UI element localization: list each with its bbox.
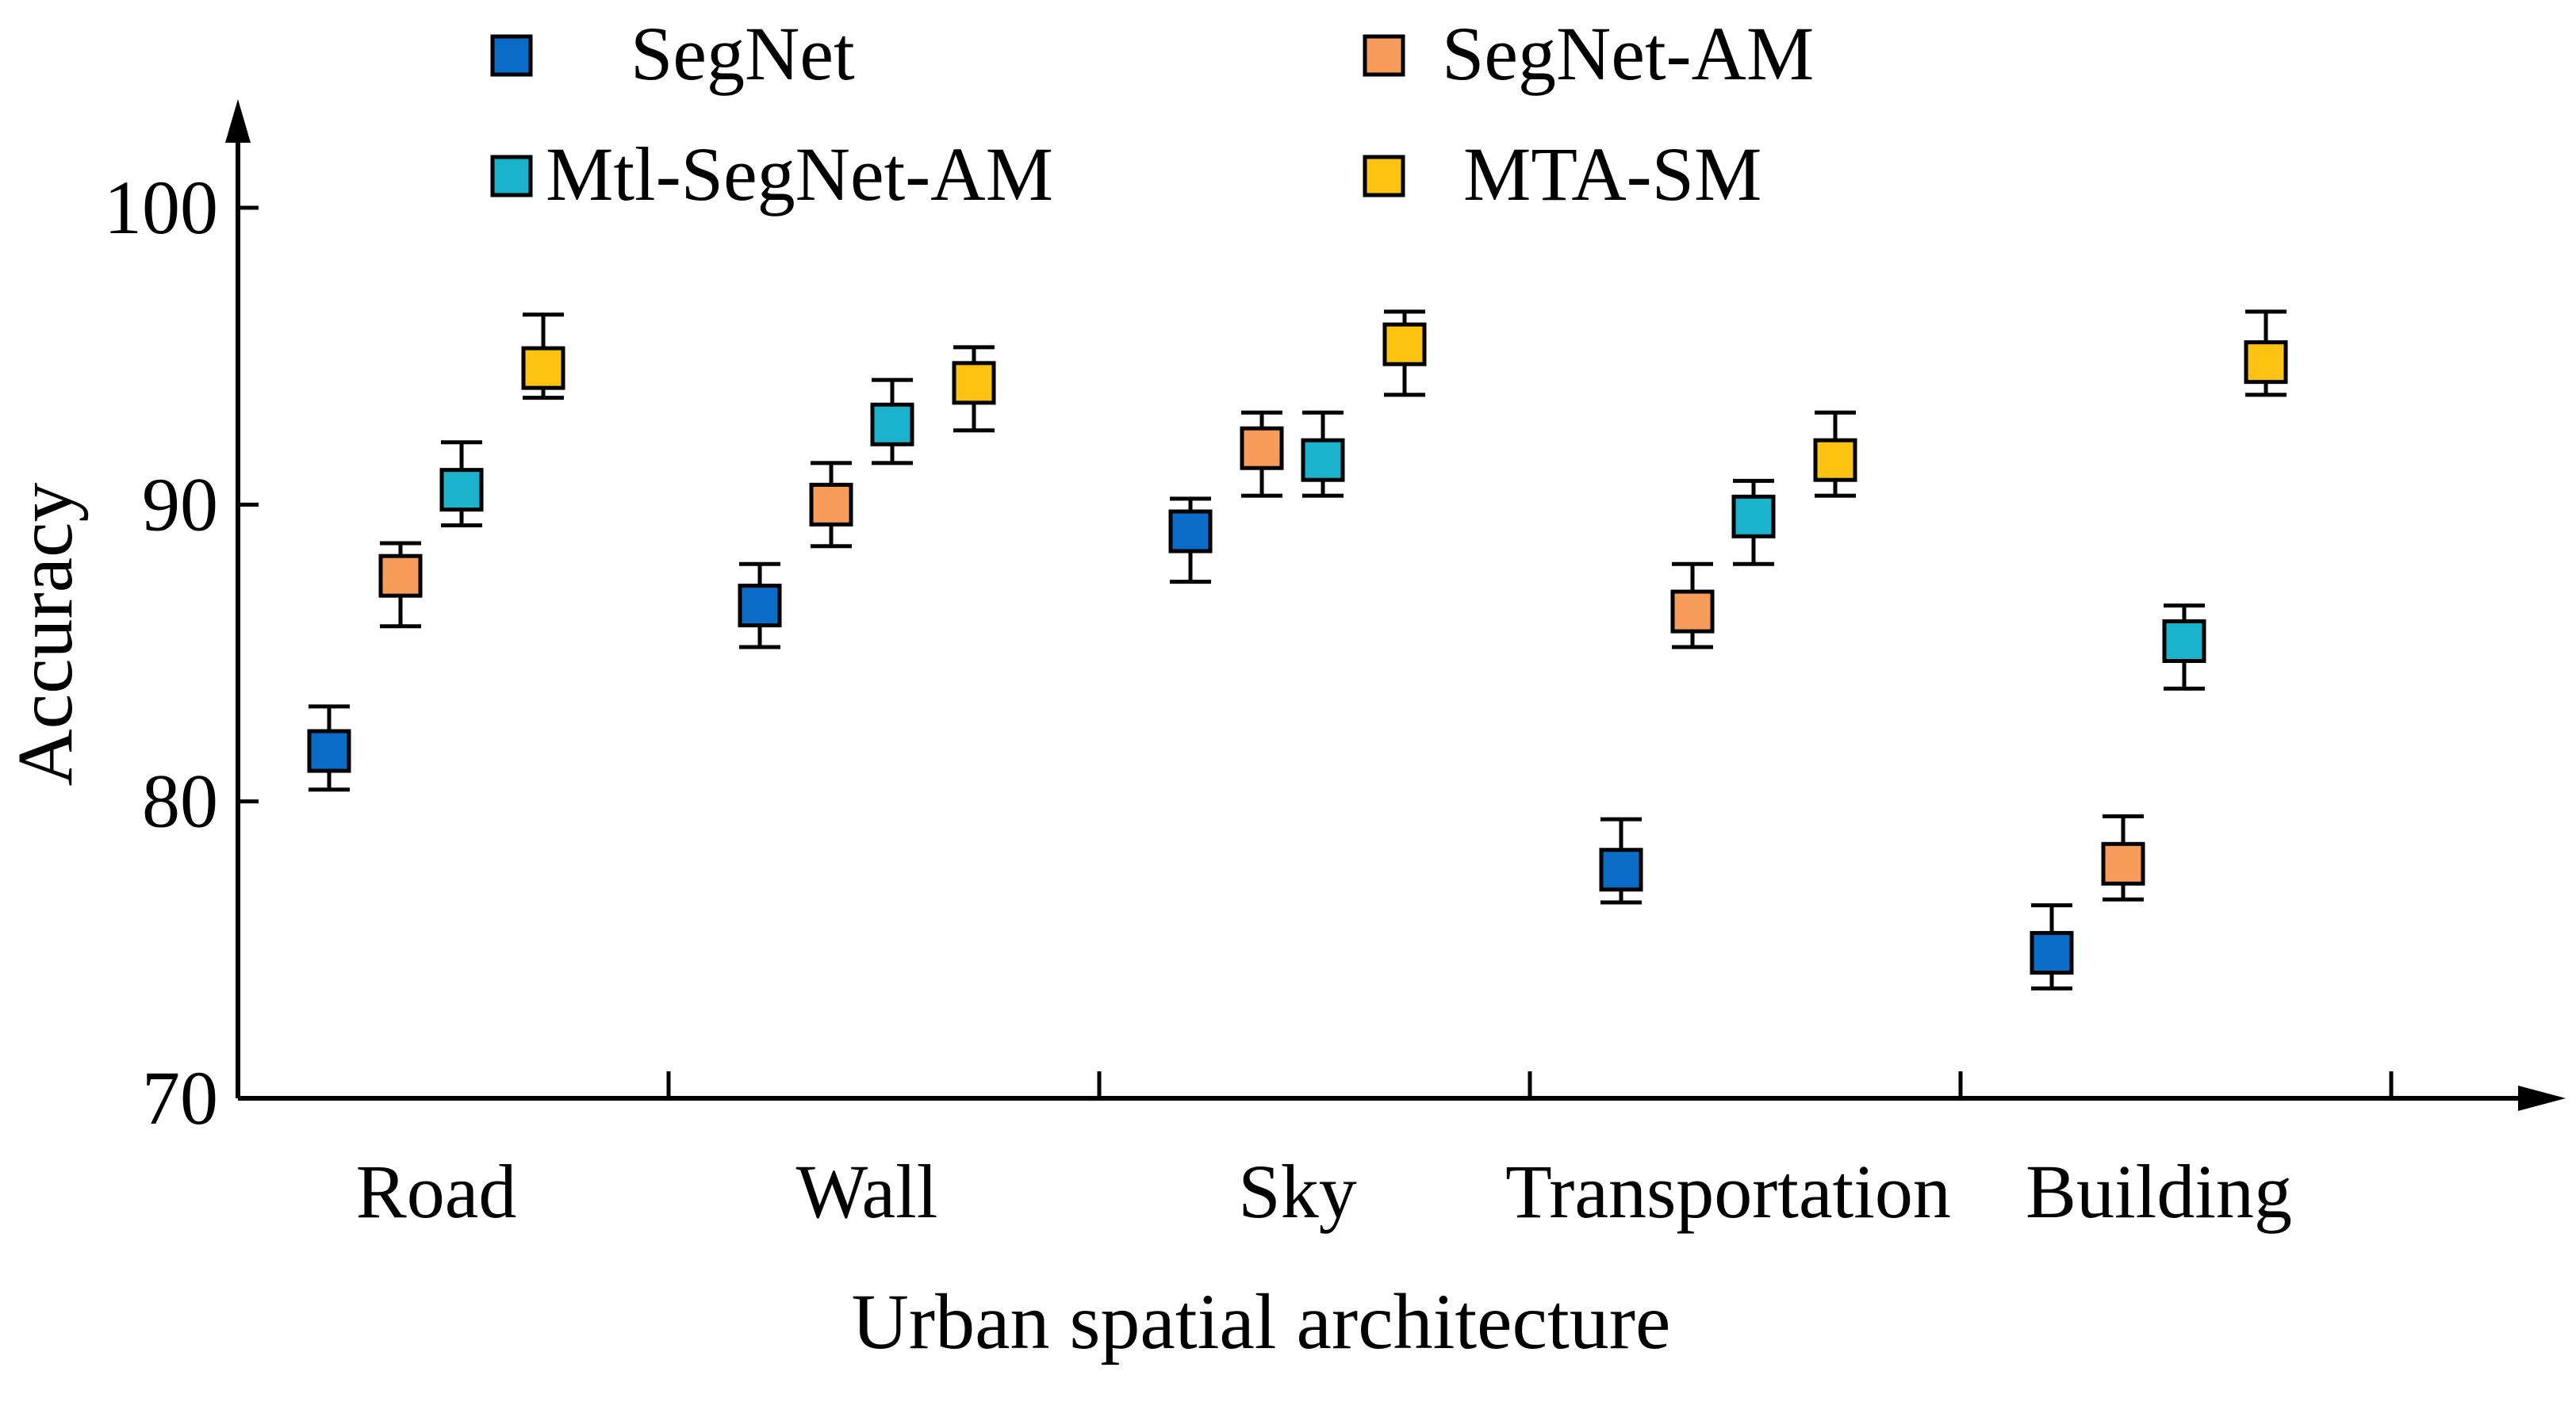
x-category-label: Sky xyxy=(1238,1149,1356,1234)
marker-square xyxy=(1670,589,1715,634)
legend-entry: SegNet xyxy=(490,11,855,96)
data-point xyxy=(2101,814,2145,902)
data-point xyxy=(378,541,423,629)
marker-square xyxy=(1382,322,1427,366)
marker-square xyxy=(1731,494,1776,538)
marker-square xyxy=(1599,848,1643,892)
data-point xyxy=(1731,478,1776,566)
data-point xyxy=(1670,561,1715,649)
x-categories: Road Wall Sky Transportation Building xyxy=(356,1071,2394,1234)
y-tick-label: 80 xyxy=(142,759,218,844)
data-point xyxy=(2244,309,2288,397)
marker-square xyxy=(2162,619,2206,664)
data-point xyxy=(1301,410,1345,498)
y-tick-label: 70 xyxy=(142,1055,218,1140)
data-point xyxy=(738,561,782,649)
marker-square xyxy=(2101,841,2145,886)
legend-label: Mtl-SegNet-AM xyxy=(546,132,1053,216)
y-axis-arrow-icon xyxy=(225,99,251,143)
marker-square xyxy=(1813,438,1857,482)
data-point xyxy=(2162,603,2206,691)
marker-square xyxy=(952,361,996,405)
marker-square xyxy=(1168,509,1213,554)
data-point xyxy=(307,704,351,792)
x-category-label: Wall xyxy=(796,1149,938,1234)
data-point xyxy=(1813,410,1857,498)
data-point xyxy=(1168,496,1213,584)
x-axis-title: Urban spatial architecture xyxy=(852,1278,1671,1366)
y-tick-label: 90 xyxy=(142,462,218,546)
data-point xyxy=(870,377,914,465)
marker-square xyxy=(809,482,853,527)
data-point xyxy=(952,345,996,433)
data-point xyxy=(2030,903,2074,990)
legend-swatch xyxy=(1363,155,1405,197)
data-point xyxy=(1240,410,1284,498)
data-point xyxy=(1382,309,1427,397)
marker-square xyxy=(378,554,423,598)
marker-square xyxy=(307,729,351,773)
data-point xyxy=(521,312,565,400)
data-marks xyxy=(307,309,2288,990)
marker-square xyxy=(738,584,782,628)
legend-swatch xyxy=(1363,34,1405,77)
x-category-label: Building xyxy=(2026,1149,2292,1234)
data-point xyxy=(439,440,484,528)
y-tick-label: 100 xyxy=(104,165,218,250)
legend-swatch xyxy=(490,155,533,197)
x-category-label: Transportation xyxy=(1505,1149,1951,1234)
marker-square xyxy=(1240,426,1284,470)
marker-square xyxy=(439,468,484,512)
legend-label: SegNet-AM xyxy=(1442,11,1814,96)
marker-square xyxy=(870,402,914,446)
x-category-label: Road xyxy=(356,1149,517,1234)
legend-label: SegNet xyxy=(631,11,855,96)
marker-square xyxy=(521,346,565,390)
data-point xyxy=(1599,817,1643,905)
legend: SegNet SegNet-AM Mtl-SegNet-AM MTA-SM xyxy=(490,11,1814,216)
legend-swatch xyxy=(490,34,533,77)
axes xyxy=(225,99,2566,1111)
marker-square xyxy=(2244,340,2288,385)
legend-label: MTA-SM xyxy=(1463,132,1761,216)
legend-entry: SegNet-AM xyxy=(1363,11,1814,96)
legend-entry: MTA-SM xyxy=(1363,132,1761,216)
legend-entry: Mtl-SegNet-AM xyxy=(490,132,1053,216)
y-ticks: 70 80 90 100 xyxy=(104,165,259,1140)
data-point xyxy=(809,461,853,549)
x-axis-arrow-icon xyxy=(2518,1086,2566,1111)
marker-square xyxy=(1301,438,1345,482)
marker-square xyxy=(2030,931,2074,975)
y-axis-title: Accuracy xyxy=(1,482,89,786)
